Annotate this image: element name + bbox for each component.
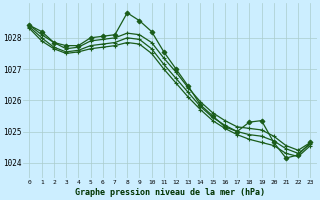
X-axis label: Graphe pression niveau de la mer (hPa): Graphe pression niveau de la mer (hPa) [75, 188, 265, 197]
